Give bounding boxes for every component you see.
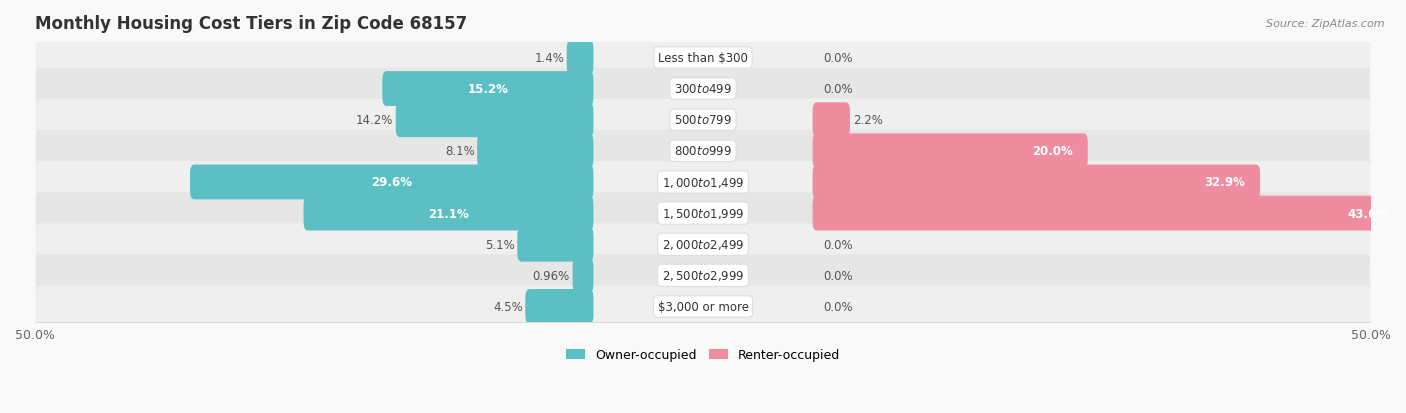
FancyBboxPatch shape [35, 69, 1371, 110]
Text: 0.0%: 0.0% [824, 238, 853, 251]
FancyBboxPatch shape [517, 227, 593, 262]
FancyBboxPatch shape [190, 165, 593, 200]
Text: $800 to $999: $800 to $999 [673, 145, 733, 158]
Text: 4.5%: 4.5% [494, 300, 523, 313]
Text: 1.4%: 1.4% [534, 52, 564, 65]
Text: 0.0%: 0.0% [824, 300, 853, 313]
Text: 14.2%: 14.2% [356, 114, 394, 127]
Text: Source: ZipAtlas.com: Source: ZipAtlas.com [1267, 19, 1385, 28]
FancyBboxPatch shape [813, 165, 1260, 200]
FancyBboxPatch shape [477, 134, 593, 169]
FancyBboxPatch shape [395, 103, 593, 138]
FancyBboxPatch shape [35, 224, 1371, 266]
Text: 5.1%: 5.1% [485, 238, 515, 251]
Text: 29.6%: 29.6% [371, 176, 412, 189]
FancyBboxPatch shape [35, 255, 1371, 297]
Text: $300 to $499: $300 to $499 [673, 83, 733, 96]
Text: 0.0%: 0.0% [824, 269, 853, 282]
FancyBboxPatch shape [35, 162, 1371, 203]
FancyBboxPatch shape [382, 72, 593, 107]
Text: $2,500 to $2,999: $2,500 to $2,999 [662, 269, 744, 282]
FancyBboxPatch shape [813, 103, 851, 138]
Text: Less than $300: Less than $300 [658, 52, 748, 65]
Text: Monthly Housing Cost Tiers in Zip Code 68157: Monthly Housing Cost Tiers in Zip Code 6… [35, 15, 467, 33]
FancyBboxPatch shape [813, 196, 1403, 231]
FancyBboxPatch shape [526, 290, 593, 324]
Text: 2.2%: 2.2% [852, 114, 883, 127]
FancyBboxPatch shape [35, 38, 1371, 79]
FancyBboxPatch shape [567, 41, 593, 76]
Text: $2,000 to $2,499: $2,000 to $2,499 [662, 237, 744, 252]
Text: $500 to $799: $500 to $799 [673, 114, 733, 127]
Text: 21.1%: 21.1% [427, 207, 468, 220]
Text: $3,000 or more: $3,000 or more [658, 300, 748, 313]
FancyBboxPatch shape [35, 100, 1371, 141]
Text: $1,000 to $1,499: $1,000 to $1,499 [662, 176, 744, 190]
Text: 8.1%: 8.1% [444, 145, 475, 158]
FancyBboxPatch shape [35, 193, 1371, 234]
Text: 43.6%: 43.6% [1347, 207, 1388, 220]
Legend: Owner-occupied, Renter-occupied: Owner-occupied, Renter-occupied [561, 343, 845, 366]
Text: 15.2%: 15.2% [467, 83, 509, 96]
FancyBboxPatch shape [35, 131, 1371, 172]
Text: 0.0%: 0.0% [824, 52, 853, 65]
Text: 20.0%: 20.0% [1032, 145, 1073, 158]
FancyBboxPatch shape [35, 286, 1371, 328]
Text: 0.0%: 0.0% [824, 83, 853, 96]
FancyBboxPatch shape [572, 258, 593, 293]
FancyBboxPatch shape [304, 196, 593, 231]
Text: 32.9%: 32.9% [1205, 176, 1246, 189]
Text: 0.96%: 0.96% [533, 269, 569, 282]
FancyBboxPatch shape [813, 134, 1088, 169]
Text: $1,500 to $1,999: $1,500 to $1,999 [662, 206, 744, 221]
